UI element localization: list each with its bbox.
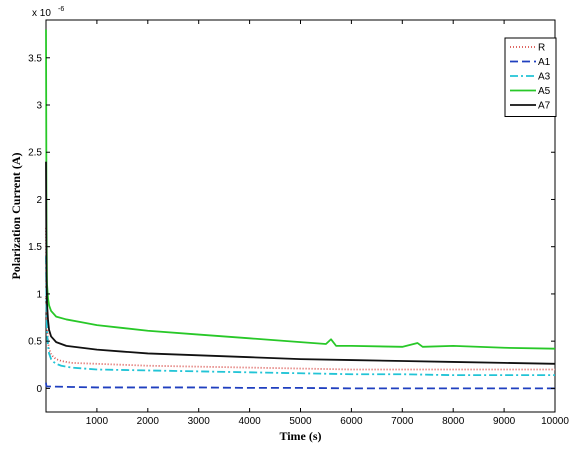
x-tick-label: 1000 <box>86 416 109 427</box>
x-tick-label: 5000 <box>289 416 312 427</box>
y-tick-label: 1.5 <box>28 242 42 253</box>
legend-label-r: R <box>538 43 545 54</box>
y-tick-label: 2.5 <box>28 148 42 159</box>
series-line-a3 <box>45 256 555 377</box>
x-tick-label: 2000 <box>137 416 160 427</box>
y-tick-label: 0 <box>36 384 42 395</box>
y-tick-label: 3.5 <box>28 53 42 64</box>
y-tick-label: 3 <box>36 101 42 112</box>
series-line-a7 <box>45 161 556 365</box>
y-scale-exponent: -6 <box>58 6 64 13</box>
x-tick-label: 3000 <box>188 416 211 427</box>
x-tick-label: 10000 <box>541 416 569 427</box>
x-tick-label: 9000 <box>493 416 516 427</box>
x-axis: 1000 2000 3000 4000 5000 6000 7000 8000 9000 1000… <box>86 20 569 427</box>
plot-frame <box>45 19 556 413</box>
y-scale-factor: x 10 <box>32 8 51 19</box>
legend: R A1 A3 A5 A7 <box>504 37 557 117</box>
x-axis-title: Time (s) <box>279 429 321 443</box>
legend-label-a5: A5 <box>538 86 551 97</box>
y-tick-label: 0.5 <box>28 337 42 348</box>
legend-label-a3: A3 <box>538 72 551 83</box>
y-tick-label: 2 <box>36 195 42 206</box>
legend-box <box>504 37 557 117</box>
series-line-a5 <box>45 29 556 350</box>
x-tick-label: 6000 <box>340 416 363 427</box>
x-tick-label: 4000 <box>238 416 261 427</box>
y-tick-label: 1 <box>36 289 42 300</box>
x-tick-label: 8000 <box>442 416 465 427</box>
legend-label-a1: A1 <box>538 57 551 68</box>
legend-label-a7: A7 <box>538 101 551 112</box>
y-axis-title: Polarization Current (A) <box>9 152 23 279</box>
series-layer <box>45 29 556 390</box>
x-tick-label: 7000 <box>391 416 414 427</box>
series-line-a1 <box>45 382 555 390</box>
